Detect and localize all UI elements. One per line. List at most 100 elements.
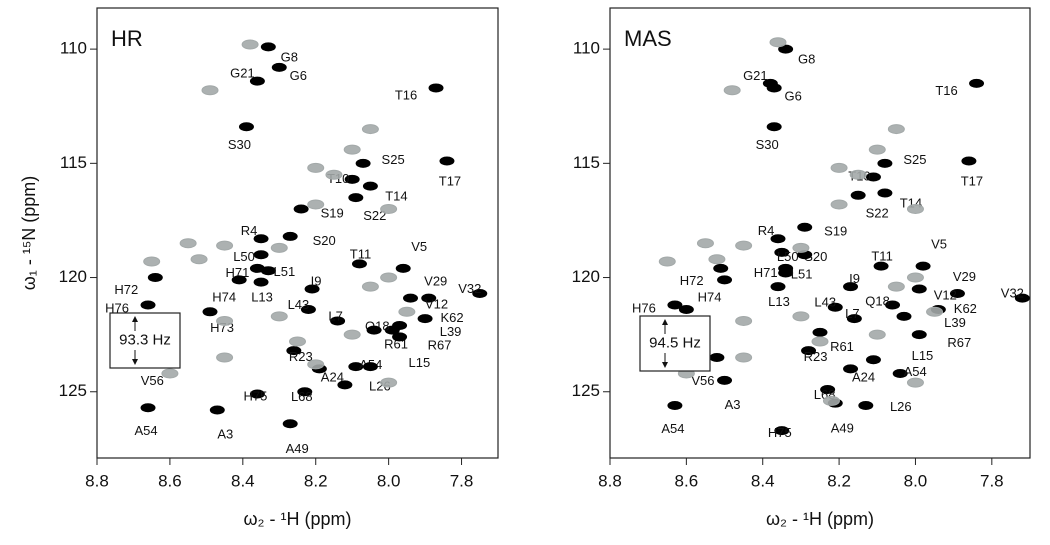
peak-label: H76: [105, 300, 129, 315]
peak: [961, 156, 977, 166]
peak-label: L39: [944, 315, 966, 330]
peak: [271, 62, 287, 72]
peak-label: V32: [1001, 286, 1024, 301]
peak-label: I9: [849, 271, 860, 286]
peak-label: G8: [281, 49, 298, 64]
peak: [766, 83, 782, 93]
peak: [307, 199, 325, 210]
peak: [286, 346, 302, 356]
peak: [395, 263, 411, 273]
peak: [873, 261, 889, 271]
x-tick-label: 8.4: [751, 471, 775, 490]
peak-label: T16: [935, 83, 957, 98]
peak: [770, 234, 786, 244]
peak: [735, 315, 753, 326]
peak-label: A49: [831, 421, 854, 436]
y-tick-label: 125: [59, 381, 87, 400]
peak-label: H76: [632, 300, 656, 315]
peak-label: S19: [824, 224, 847, 239]
peak-label: K62: [441, 310, 464, 325]
peak-label: L43: [288, 297, 310, 312]
peak: [846, 314, 862, 324]
peak: [330, 316, 346, 326]
peak: [260, 266, 276, 276]
peak: [892, 368, 908, 378]
peak: [830, 162, 848, 173]
peak: [969, 78, 985, 88]
peak: [351, 259, 367, 269]
peak-label: L26: [890, 399, 912, 414]
peak-label: V29: [953, 269, 976, 284]
annotation-box: [109, 312, 181, 369]
plot-frame: [609, 7, 1031, 459]
peak-label: T17: [961, 173, 983, 188]
peak-label: L43: [814, 295, 836, 310]
peak: [770, 282, 786, 292]
peak-label: S19: [321, 205, 344, 220]
plot-frame: [96, 7, 499, 459]
peak: [723, 85, 741, 96]
peak: [658, 256, 676, 267]
peak-label: H74: [212, 289, 236, 304]
y-tick-label: 120: [59, 267, 87, 286]
peak-label: H75: [243, 388, 267, 403]
peak: [811, 336, 829, 347]
peak-label: S20: [313, 233, 336, 248]
y-tick-label: 125: [572, 381, 600, 400]
peak: [202, 307, 218, 317]
peak-label: R67: [947, 335, 971, 350]
x-tick-label: 8.2: [827, 471, 851, 490]
peak: [140, 300, 156, 310]
x-tick-label: 7.8: [450, 471, 474, 490]
peak: [147, 273, 163, 283]
peak: [439, 156, 455, 166]
peak: [348, 193, 364, 203]
peak: [667, 300, 683, 310]
annotation-box: [639, 315, 711, 372]
peak: [766, 122, 782, 132]
y-tick-label: 115: [60, 153, 87, 172]
peak: [868, 144, 886, 155]
peak: [417, 314, 433, 324]
peak: [282, 419, 298, 429]
peak: [822, 395, 840, 406]
panel-title: HR: [111, 26, 143, 51]
peak-label: S30: [756, 137, 779, 152]
peak: [717, 375, 733, 385]
peak: [820, 384, 836, 394]
peak: [906, 377, 924, 388]
peak-label: V29: [424, 274, 447, 289]
peak: [678, 305, 694, 315]
peak: [906, 204, 924, 215]
x-tick-label: 8.0: [904, 471, 928, 490]
peak: [428, 83, 444, 93]
peak: [843, 364, 859, 374]
peak: [190, 254, 208, 265]
peak: [307, 162, 325, 173]
peak: [926, 306, 944, 317]
peak: [161, 368, 179, 379]
y-tick-label: 120: [572, 267, 600, 286]
peak-label: L51: [791, 266, 813, 281]
peak-label: T11: [871, 249, 892, 264]
peak: [735, 352, 753, 363]
peak: [392, 321, 408, 331]
peak: [392, 332, 408, 342]
peak: [231, 275, 247, 285]
peak-label: Q18: [865, 293, 890, 308]
peak-label: S25: [903, 152, 926, 167]
panel: 8.8 8.6 8.4 8.2 8.0 7.8 110 115 120 125 MAS ω₂ - ¹H…: [572, 7, 1031, 529]
peak-label: L13: [251, 290, 273, 305]
peak: [380, 377, 398, 388]
x-tick-label: 8.6: [675, 471, 699, 490]
peak: [421, 293, 437, 303]
x-axis-label: ω₂ - ¹H (ppm): [766, 509, 874, 529]
peak: [774, 247, 790, 257]
peak-label: H74: [698, 289, 722, 304]
peak: [911, 330, 927, 340]
x-tick-label: 8.4: [231, 471, 255, 490]
peak: [915, 261, 931, 271]
peak-label: L51: [273, 264, 295, 279]
peak: [140, 403, 156, 413]
peak: [713, 263, 729, 273]
